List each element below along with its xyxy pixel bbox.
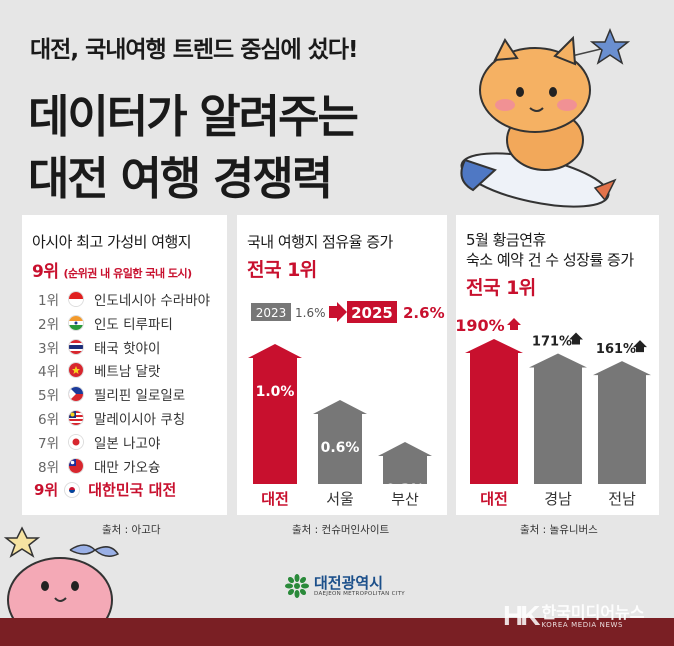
panel2-title: 국내 여행지 점유율 증가 [247,233,393,251]
ranking-name: 필리핀 일로일로 [94,388,186,405]
panel-booking-growth: 5월 황금연휴 숙소 예약 건 수 성장률 증가 전국 1위 대전 190% 경남 1… [456,215,659,515]
indonesia-flag-icon [68,291,84,307]
source-consumer-insight: 출처 : 컨슈머인사이트 [292,524,390,536]
panel-market-share: 국내 여행지 점유율 증가 전국 1위 2023 1.6% 2025 2.6% … [237,215,447,515]
hk-logo: HK [503,600,540,631]
bar-경남 [529,353,587,484]
value-label: 0.3% [386,482,425,498]
source-nol-universe: 출처 : 놀유니버스 [520,524,598,536]
bar-대전 [248,344,302,484]
up-arrow-icon [633,340,647,353]
ranking-row: 2위 인도 티루파티 [38,313,173,333]
ranking-name: 베트남 달랏 [94,364,161,381]
bottom-band [0,618,674,646]
india-flag-icon [68,314,84,331]
daejeon-city-logo: 대전광역시 DAEJEON METROPOLITAN CITY [285,574,405,598]
share-chart: 2023 1.6% 2025 2.6% 대전 1.0% 서울 0.6% 부산0.3% [248,301,445,508]
growth-chart: 대전 190% 경남 171% 전남 161% [456,316,651,508]
korea-media-news-watermark: HK 한국미디어뉴스 KOREA MEDIA NEWS [503,600,645,632]
pink-mascot-illustration [3,526,120,618]
value-from: 1.6% [295,306,326,320]
ranking-rank: 1위 [38,293,60,309]
value-label: 161% [596,342,636,357]
ranking-rank: 8위 [38,459,60,476]
arrow-right-icon [329,302,347,322]
panel2-rank: 전국 1위 [247,259,317,281]
category-label: 전남 [608,490,636,508]
ranking-row: 7위 일본 나고야 [38,432,160,452]
ranking-row: 1위 인도네시아 수라바야 [38,289,210,309]
korea-flag-icon [64,481,81,498]
category-label: 경남 [544,490,572,508]
ranking-rank: 2위 [38,316,60,333]
value-to: 2.6% [403,304,445,322]
category-label: 대전 [480,490,508,508]
philippines-flag-icon [68,386,84,403]
up-arrow-icon [569,332,583,345]
ranking-name: 말레이시아 쿠칭 [94,412,186,428]
panel1-title: 아시아 최고 가성비 여행지 [32,233,192,251]
ranking-row: 6위 말레이시아 쿠칭 [38,408,185,428]
ranking-row: 5위 필리핀 일로일로 [38,384,185,404]
panel3-rank: 전국 1위 [466,277,536,299]
panel3-title-line1: 5월 황금연휴 [466,231,546,249]
bar-전남 [593,361,651,484]
up-arrow-icon [507,318,521,330]
media-name-en: KOREA MEDIA NEWS [541,620,624,629]
source-agoda: 출처 : 아고다 [102,524,161,536]
ranking-row: 4위 베트남 달랏 [38,360,160,380]
japan-flag-icon [68,433,84,450]
taiwan-flag-icon [68,457,84,474]
ranking-name: 인도 티루파티 [94,316,173,333]
city-name: 대전광역시 [314,574,384,592]
year-to: 2025 [351,304,393,322]
ranking-name: 일본 나고야 [94,435,161,452]
value-label: 1.0% [256,384,295,400]
value-label: 190% [456,316,505,335]
category-label: 부산 [391,490,419,508]
ranking-rank: 4위 [38,364,60,381]
vietnam-flag-icon [68,362,84,379]
mascot-on-rocket-illustration [460,28,631,208]
ranking-rank: 5위 [38,388,60,405]
panel1-rank-line: 9위 (순위권 내 유일한 국내 도시) [32,257,192,282]
daejeon-emblem-icon [285,574,309,598]
panel1-rank-note: (순위권 내 유일한 국내 도시) [63,267,192,280]
ranking-rank: 3위 [38,340,60,357]
highlight-name: 대한민국 대전 [88,481,177,499]
bar-대전 [465,339,523,484]
year-from-box [251,303,291,321]
thailand-flag-icon [68,338,84,355]
media-name: 한국미디어뉴스 [541,602,645,622]
bar-서울 [313,400,367,484]
value-label: 0.6% [321,440,360,456]
ranking-name: 태국 핫야이 [94,340,161,357]
malaysia-flag-icon [68,410,84,426]
value-label: 171% [532,335,572,350]
ranking-row: 8위 대만 가오슝 [38,456,160,476]
city-name-en: DAEJEON METROPOLITAN CITY [314,591,405,597]
ranking-rank: 6위 [38,412,60,428]
ranking-rank: 7위 [38,435,60,452]
subtitle: 대전, 국내여행 트렌드 중심에 섰다! [30,37,358,63]
category-label: 서울 [326,490,354,508]
category-label: 대전 [261,490,289,508]
year-to-box [347,301,397,323]
ranking-highlight-row: 9위 대한민국 대전 [34,479,176,500]
panel1-rank: 9위 [32,262,59,282]
ranking-row: 3위 태국 핫야이 [38,337,160,357]
highlight-rank: 9위 [34,481,59,499]
ranking-name: 인도네시아 수라바야 [94,293,211,309]
ranking-name: 대만 가오슝 [94,459,161,476]
bar-부산 [378,442,432,484]
title-line-1: 데이터가 알려주는 [28,90,359,143]
panel3-title-line2: 숙소 예약 건 수 성장률 증가 [466,251,634,269]
title-line-2: 대전 여행 경쟁력 [28,152,333,205]
year-from: 2023 [256,306,287,320]
